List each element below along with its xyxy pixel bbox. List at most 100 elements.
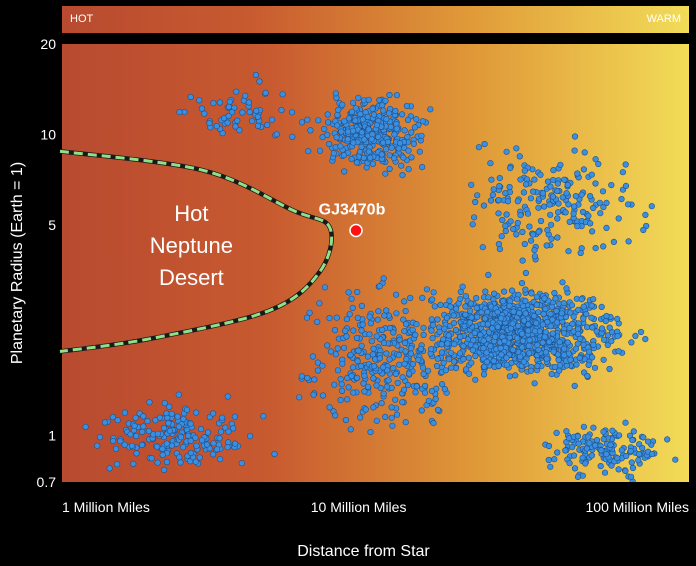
data-point (361, 372, 368, 379)
data-point (388, 414, 395, 421)
data-point (163, 458, 170, 466)
data-point (413, 116, 420, 123)
data-point (540, 203, 548, 210)
data-point (548, 371, 555, 378)
data-point (395, 145, 402, 152)
data-point (357, 414, 364, 421)
data-point (379, 326, 386, 334)
data-point (380, 275, 387, 282)
data-point (430, 420, 437, 427)
data-point (499, 216, 506, 224)
data-point (495, 241, 503, 248)
data-point (457, 333, 464, 341)
data-point (570, 210, 577, 217)
data-point (566, 460, 573, 467)
data-point (383, 115, 390, 123)
data-point (575, 306, 582, 314)
data-point (588, 314, 595, 321)
data-point (428, 388, 436, 395)
data-point (222, 424, 229, 431)
data-point (629, 437, 636, 444)
data-point (183, 406, 191, 413)
data-point (403, 321, 410, 328)
data-point (498, 351, 505, 358)
data-point (460, 356, 467, 363)
data-point (549, 330, 556, 337)
data-point (396, 361, 403, 368)
data-point (592, 245, 599, 252)
data-point (349, 304, 356, 312)
data-point (311, 376, 318, 383)
data-point (383, 307, 390, 314)
data-point (648, 203, 655, 210)
data-point (380, 339, 388, 347)
data-point (480, 202, 488, 209)
data-point (412, 331, 419, 339)
data-point (326, 315, 333, 322)
data-point (373, 417, 380, 424)
data-point (466, 319, 473, 326)
data-point (214, 446, 221, 453)
data-point (526, 223, 533, 230)
data-point (386, 165, 393, 172)
data-point (642, 211, 649, 218)
data-point (545, 456, 552, 464)
data-point (408, 129, 415, 136)
data-point (494, 323, 501, 331)
data-point (358, 143, 365, 150)
data-point (279, 91, 286, 98)
data-point (350, 364, 357, 371)
data-point (177, 459, 184, 466)
data-point (539, 339, 546, 346)
data-point (625, 238, 632, 245)
data-point (405, 147, 412, 154)
data-point (636, 451, 643, 458)
data-point (353, 334, 361, 342)
x-tick-label: 100 Million Miles (586, 499, 689, 515)
data-point (452, 326, 460, 334)
data-point (547, 323, 554, 330)
data-point (614, 455, 621, 462)
data-point (575, 440, 582, 447)
region-label-line: Hot (174, 201, 208, 226)
data-point (577, 249, 584, 257)
data-point (531, 247, 538, 254)
data-point (510, 308, 517, 315)
region-label-line: Neptune (150, 233, 233, 258)
data-point (483, 349, 490, 356)
data-point (94, 442, 101, 449)
data-point (551, 363, 559, 371)
data-point (338, 128, 345, 135)
data-point (479, 320, 486, 328)
data-point (492, 333, 499, 340)
data-point (551, 456, 558, 463)
data-point (404, 133, 411, 141)
data-point (375, 133, 382, 141)
data-point (402, 419, 409, 426)
data-point (598, 447, 605, 454)
data-point (446, 297, 453, 304)
data-point (490, 357, 497, 365)
data-point (216, 435, 223, 442)
data-point (152, 417, 159, 424)
data-point (608, 338, 615, 345)
data-point (547, 221, 555, 228)
data-point (375, 308, 382, 315)
data-point (419, 118, 426, 125)
data-point (288, 109, 296, 116)
data-point (519, 337, 527, 345)
data-point (371, 363, 378, 370)
data-point (600, 336, 608, 343)
data-point (196, 97, 203, 104)
data-point (224, 444, 231, 451)
data-point (326, 140, 333, 148)
data-point (490, 186, 497, 193)
data-point (278, 106, 285, 114)
data-point (404, 116, 412, 123)
data-point (262, 89, 269, 96)
data-point (224, 119, 231, 126)
data-point (518, 344, 526, 351)
data-point (437, 301, 444, 309)
data-point (488, 176, 495, 183)
data-point (359, 321, 366, 328)
